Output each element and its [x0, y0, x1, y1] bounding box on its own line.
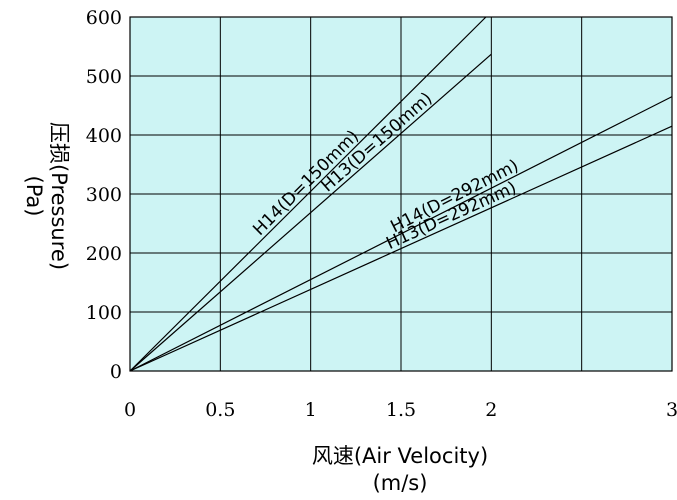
x-tick-label: 1 [305, 399, 317, 421]
y-axis-unit: (Pa) [22, 176, 46, 217]
series-line [129, 16, 487, 372]
x-axis-unit: (m/s) [373, 471, 428, 495]
x-tick-label: 2 [485, 399, 497, 421]
y-tick-label: 400 [86, 125, 122, 147]
y-tick-labels: 0 100 200 300 400 500 600 [86, 7, 122, 383]
series-line [129, 53, 492, 372]
y-tick-label: 300 [86, 184, 122, 206]
plot-frame [129, 16, 673, 372]
series-line [129, 125, 673, 372]
grid-lines [130, 17, 672, 371]
x-tick-label: 0.5 [205, 399, 235, 421]
x-tick-label: 3 [666, 399, 677, 421]
y-axis-title: 压损(Pressure) [47, 122, 71, 270]
x-axis-title: 风速(Air Velocity) [312, 444, 488, 468]
y-tick-label: 200 [86, 243, 122, 265]
series-line [129, 96, 673, 372]
y-tick-label: 0 [110, 361, 122, 383]
x-tick-label: 1.5 [386, 399, 416, 421]
y-tick-label: 100 [86, 302, 122, 324]
y-tick-label: 600 [86, 7, 122, 29]
y-tick-label: 500 [86, 66, 122, 88]
x-tick-label: 0 [124, 399, 136, 421]
x-tick-labels: 0 0.5 1 1.5 2 3 [124, 399, 677, 421]
series-lines [129, 16, 673, 372]
